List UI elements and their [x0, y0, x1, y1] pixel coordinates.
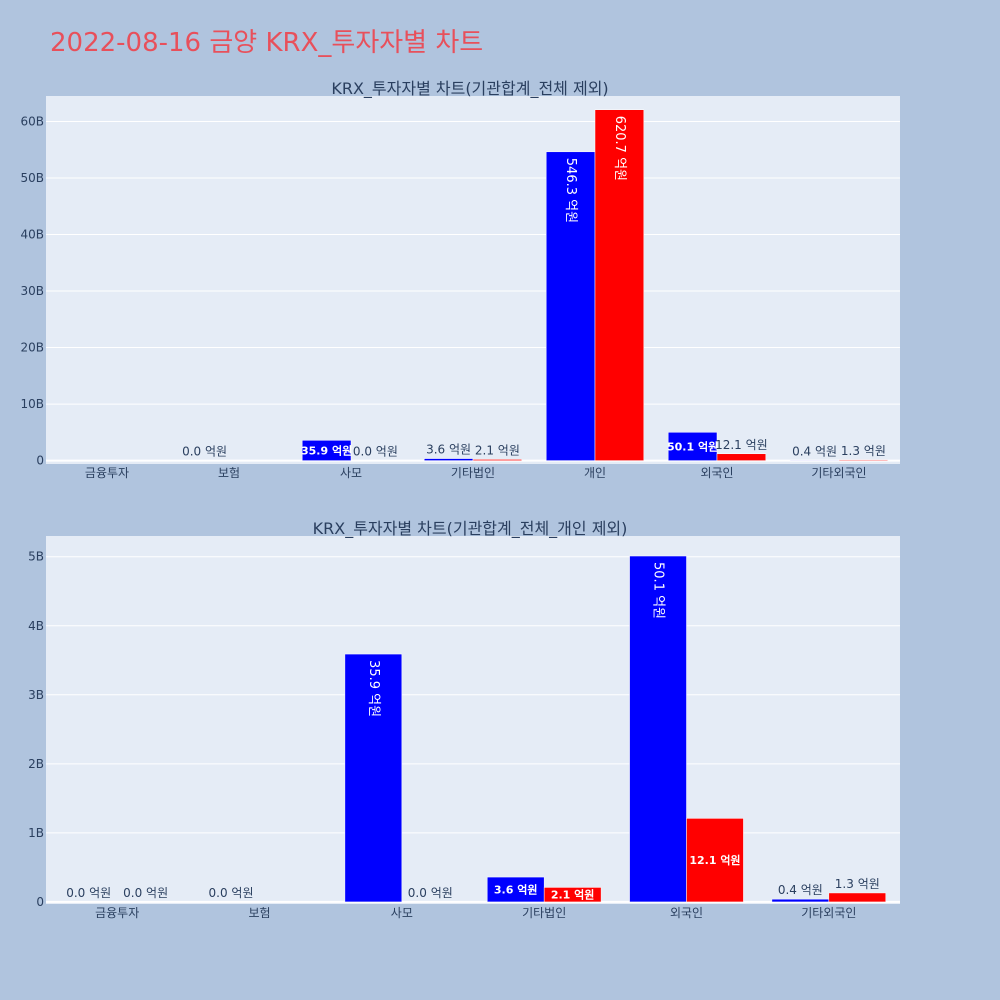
bar-label: 0.0 억원: [209, 886, 254, 900]
bar-label: 0.0 억원: [66, 886, 111, 900]
bar-label: 546.3 억원: [563, 158, 578, 223]
blue-bar: [423, 458, 474, 461]
y-tick-label: 4B: [28, 619, 44, 633]
chart-title: KRX_투자자별 차트(기관합계_전체 제외): [331, 79, 608, 99]
y-tick-label: 10B: [20, 397, 44, 411]
bar-label: 0.0 억원: [123, 886, 168, 900]
y-tick-label: 20B: [20, 341, 44, 355]
x-tick-label: 외국인: [670, 906, 703, 920]
bar-label: 0.4 억원: [792, 444, 837, 458]
y-tick-label: 0: [36, 454, 44, 468]
y-tick-label: 50B: [20, 171, 44, 185]
bar-label: 0.0 억원: [182, 445, 227, 459]
chart-2: KRX_투자자별 차트(기관합계_전체_개인 제외) 0 1B 2B 3B 4B 5B 금융투…: [28, 519, 900, 920]
bar-label: 12.1 억원: [715, 438, 768, 452]
red-bar: [716, 453, 767, 461]
y-tick-label: 1B: [28, 826, 44, 840]
blue-bar: [667, 432, 718, 461]
blue-bar: [545, 151, 596, 461]
blue-bar: [301, 440, 352, 461]
bar-label: 12.1 억원: [689, 853, 740, 867]
x-tick-label: 금융투자: [85, 466, 129, 480]
red-bar: [686, 818, 744, 903]
y-tick-label: 0: [36, 895, 44, 909]
page-title: 2022-08-16 금양 KRX_투자자별 차트: [50, 28, 484, 58]
bar-label: 3.6 억원: [426, 443, 471, 457]
y-tick-label: 5B: [28, 550, 44, 564]
red-bar: [828, 892, 887, 903]
bar-label: 620.7 억원: [612, 116, 627, 181]
blue-bar: [486, 876, 545, 903]
chart-1: KRX_투자자별 차트(기관합계_전체 제외) 0 10B 20B 30B 40B 50B 6…: [20, 79, 900, 480]
y-tick-label: 30B: [20, 284, 44, 298]
y-tick-label: 60B: [20, 114, 44, 128]
x-tick-label: 보험: [248, 906, 270, 920]
plot-area: [46, 536, 900, 904]
x-tick-label: 기타법인: [522, 906, 566, 920]
x-tick-label: 개인: [584, 466, 606, 480]
plot-area: [46, 96, 900, 464]
bar-label: 35.9 억원: [301, 443, 352, 457]
x-tick-label: 사모: [340, 466, 362, 480]
blue-bar: [629, 555, 687, 903]
bar-label: 50.1 억원: [651, 562, 666, 619]
bar-label: 0.0 억원: [353, 445, 398, 459]
bar-label: 1.3 억원: [835, 877, 880, 891]
x-tick-label: 외국인: [700, 466, 733, 480]
bar-label: 0.4 억원: [778, 883, 823, 897]
red-bar: [838, 459, 889, 461]
blue-bar: [771, 898, 830, 903]
bar-label: 3.6 억원: [494, 883, 538, 897]
bar-label: 50.1 억원: [667, 439, 718, 453]
y-tick-label: 2B: [28, 757, 44, 771]
bar-label: 2.1 억원: [475, 443, 520, 457]
red-bar: [543, 887, 602, 903]
chart-title: KRX_투자자별 차트(기관합계_전체_개인 제외): [313, 519, 628, 539]
x-tick-label: 기타법인: [451, 466, 495, 480]
red-bar: [472, 459, 523, 461]
x-tick-label: 금융투자: [95, 906, 139, 920]
bar-label: 35.9 억원: [366, 660, 381, 717]
x-tick-label: 기타외국인: [801, 906, 856, 920]
y-tick-label: 40B: [20, 227, 44, 241]
bar-label: 0.0 억원: [408, 886, 453, 900]
blue-bar: [344, 653, 403, 903]
x-tick-label: 기타외국인: [811, 466, 866, 480]
y-tick-label: 3B: [28, 688, 44, 702]
bar-label: 2.1 억원: [551, 888, 595, 902]
x-tick-label: 사모: [391, 906, 413, 920]
red-bar: [594, 109, 645, 461]
bar-label: 1.3 억원: [841, 444, 886, 458]
x-tick-label: 보험: [218, 466, 240, 480]
